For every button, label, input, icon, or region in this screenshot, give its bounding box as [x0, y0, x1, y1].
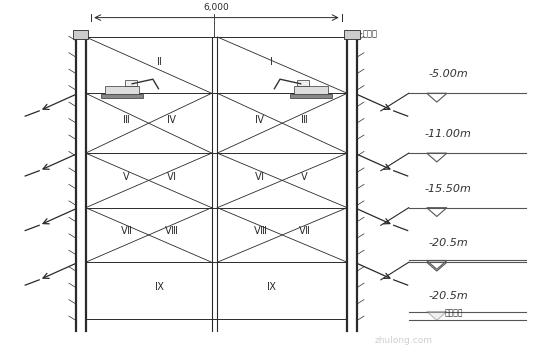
- Text: -20.5m: -20.5m: [428, 291, 468, 301]
- Bar: [101, 94, 143, 98]
- Bar: [344, 30, 360, 39]
- Text: Ⅷ: Ⅷ: [165, 226, 178, 237]
- Text: Ⅲ: Ⅲ: [123, 115, 130, 125]
- Text: Ⅳ: Ⅳ: [255, 115, 264, 125]
- Text: Ⅸ: Ⅸ: [267, 282, 276, 292]
- Text: Ⅶ: Ⅶ: [299, 226, 310, 237]
- Text: Ⅵ: Ⅵ: [166, 172, 176, 182]
- Bar: [105, 86, 139, 94]
- Text: Ⅱ: Ⅱ: [157, 57, 162, 67]
- Text: -15.50m: -15.50m: [424, 184, 472, 194]
- Text: 锁杆机: 锁杆机: [363, 29, 378, 38]
- Text: zhulong.com: zhulong.com: [374, 336, 432, 345]
- Bar: [290, 94, 332, 98]
- Bar: [297, 80, 309, 86]
- Text: Ⅷ: Ⅷ: [254, 226, 266, 237]
- Text: Ⅴ: Ⅴ: [301, 172, 308, 182]
- Text: -5.00m: -5.00m: [428, 69, 468, 79]
- Text: Ⅴ: Ⅴ: [123, 172, 129, 182]
- Text: Ⅲ: Ⅲ: [301, 115, 308, 125]
- Bar: [125, 80, 137, 86]
- Text: Ⅸ: Ⅸ: [155, 282, 165, 292]
- Text: -20.5m: -20.5m: [428, 238, 468, 248]
- Text: -11.00m: -11.00m: [424, 129, 472, 139]
- Text: Ⅵ: Ⅵ: [255, 172, 264, 182]
- Text: 基底标高: 基底标高: [444, 308, 463, 317]
- Bar: [73, 30, 88, 39]
- Text: Ⅳ: Ⅳ: [166, 115, 176, 125]
- Text: 6,000: 6,000: [204, 3, 229, 12]
- Bar: [294, 86, 328, 94]
- Text: Ⅶ: Ⅶ: [121, 226, 132, 237]
- Polygon shape: [427, 312, 447, 320]
- Text: Ⅰ: Ⅰ: [269, 57, 273, 67]
